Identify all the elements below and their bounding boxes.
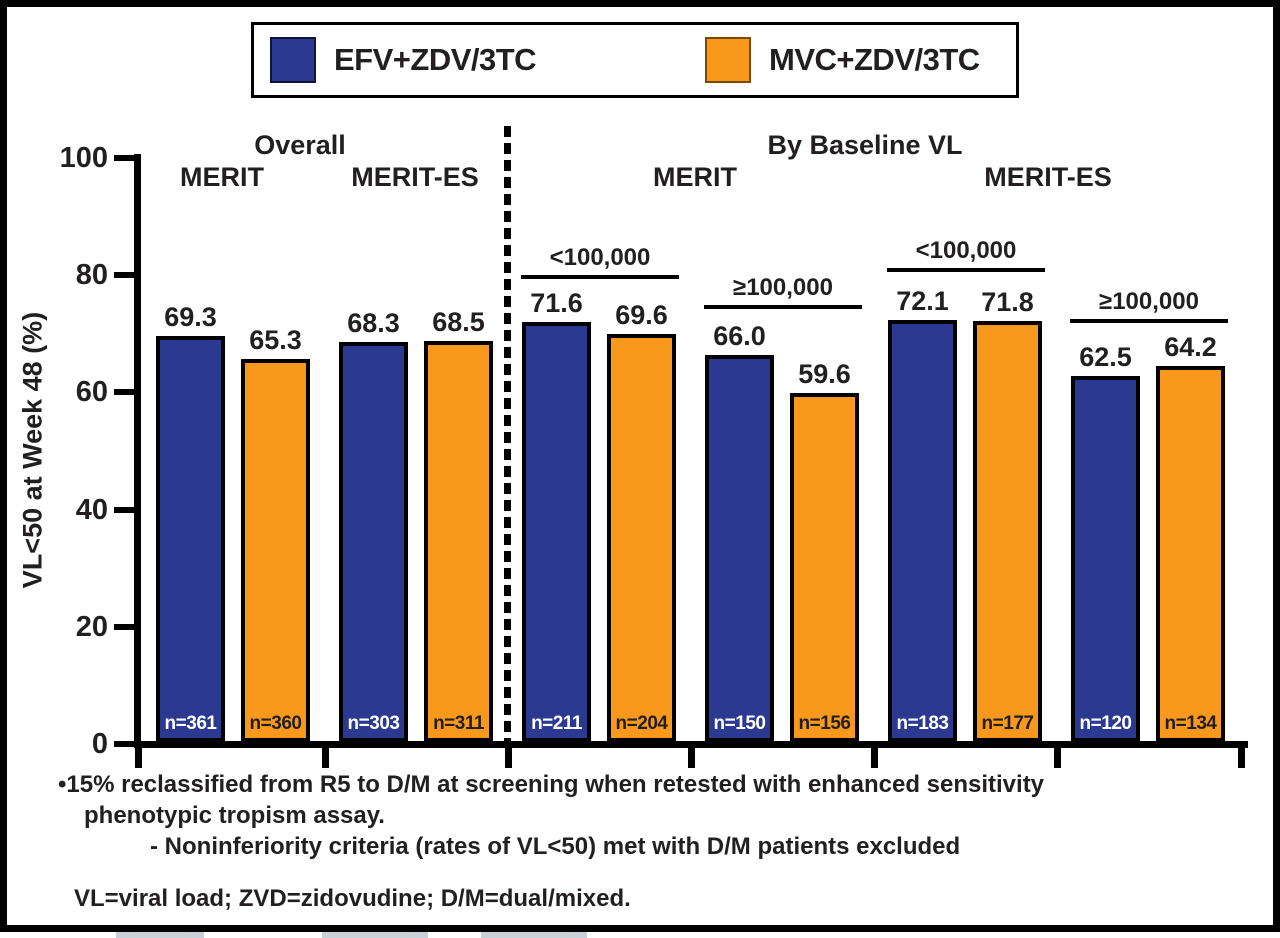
bar-group-overall-merit-es: 68.3 n=303 68.5 n=311 bbox=[325, 120, 509, 742]
legend-swatch-mvc bbox=[705, 37, 751, 83]
section-header-overall: Overall bbox=[254, 130, 346, 160]
bar-mvc: 64.2 n=134 bbox=[1156, 332, 1225, 742]
bar-n-label: n=311 bbox=[433, 713, 484, 734]
y-axis-tick bbox=[114, 741, 135, 747]
subgroup-label: <100,000 bbox=[887, 237, 1045, 272]
bar-value-label: 72.1 bbox=[896, 285, 949, 316]
bar-n-label: n=211 bbox=[531, 713, 582, 734]
scan-artifact bbox=[481, 932, 587, 938]
bar-value-label: 65.3 bbox=[249, 325, 302, 356]
x-axis-tick bbox=[871, 742, 878, 768]
y-axis-tick bbox=[114, 389, 135, 395]
bar-value-label: 66.0 bbox=[713, 321, 766, 352]
legend-label-efv: EFV+ZDV/3TC bbox=[334, 42, 537, 77]
bar-mvc: 65.3 n=360 bbox=[241, 325, 310, 742]
subgroup-label: ≥100,000 bbox=[1070, 288, 1228, 323]
bar-efv: 69.3 n=361 bbox=[156, 302, 225, 742]
x-axis-tick bbox=[1054, 742, 1061, 768]
scan-artifact bbox=[322, 932, 428, 938]
bar-value-label: 71.6 bbox=[530, 288, 583, 319]
bar-efv: 71.6 n=211 bbox=[522, 288, 591, 742]
x-axis-tick bbox=[135, 742, 142, 768]
bar-efv: 66.0 n=150 bbox=[705, 321, 774, 742]
bar-group-bvl-merit-es-ge100k: ≥100,000 62.5 n=120 64.2 n=134 bbox=[1057, 120, 1241, 742]
footnote-bullet-line1: •15% reclassified from R5 to D/M at scre… bbox=[58, 771, 1045, 798]
bar-mvc: 59.6 n=156 bbox=[790, 359, 859, 742]
x-axis-tick bbox=[1238, 742, 1245, 768]
x-axis-tick bbox=[505, 742, 512, 768]
bar-n-label: n=360 bbox=[249, 713, 302, 734]
bar-efv: 72.1 n=183 bbox=[888, 286, 957, 742]
y-axis-tick bbox=[114, 155, 135, 161]
y-tick-label: 0 bbox=[91, 728, 108, 760]
y-tick-label: 40 bbox=[75, 494, 108, 526]
bar-mvc: 71.8 n=177 bbox=[973, 287, 1042, 742]
study-header-overall-merit-es: MERIT-ES bbox=[351, 162, 479, 192]
section-header-by-baseline-vl: By Baseline VL bbox=[767, 130, 963, 160]
bar-value-label: 64.2 bbox=[1164, 331, 1217, 362]
bar-mvc: 69.6 n=204 bbox=[607, 300, 676, 742]
bar-mvc: 68.5 n=311 bbox=[424, 307, 493, 742]
bar-n-label: n=134 bbox=[1164, 713, 1217, 734]
bar-efv: 62.5 n=120 bbox=[1071, 342, 1140, 742]
bar-value-label: 68.3 bbox=[347, 307, 400, 338]
y-axis-tick bbox=[114, 507, 135, 513]
y-axis-title: VL<50 at Week 48 (%) bbox=[17, 311, 48, 589]
study-header-bvl-merit: MERIT bbox=[653, 162, 737, 192]
footnote-abbreviations: VL=viral load; ZVD=zidovudine; D/M=dual/… bbox=[74, 885, 631, 912]
bar-n-label: n=204 bbox=[615, 713, 668, 734]
bar-n-label: n=361 bbox=[164, 713, 217, 734]
bar-efv: 68.3 n=303 bbox=[339, 308, 408, 742]
study-header-overall-merit: MERIT bbox=[180, 162, 264, 192]
y-axis-tick bbox=[114, 624, 135, 630]
bar-value-label: 69.3 bbox=[164, 301, 217, 332]
legend-swatch-efv bbox=[270, 37, 316, 83]
bar-n-label: n=156 bbox=[798, 713, 851, 734]
y-axis-line bbox=[134, 154, 141, 743]
x-axis-tick bbox=[322, 742, 329, 768]
bar-value-label: 71.8 bbox=[981, 287, 1034, 318]
bar-value-label: 59.6 bbox=[798, 358, 851, 389]
subgroup-label: ≥100,000 bbox=[704, 274, 862, 309]
x-axis-tick bbox=[688, 742, 695, 768]
bar-group-bvl-merit-lt100k: <100,000 71.6 n=211 69.6 n=204 bbox=[508, 120, 692, 742]
footnote-noninferiority: - Noninferiority criteria (rates of VL<5… bbox=[150, 833, 961, 860]
bar-n-label: n=120 bbox=[1079, 713, 1132, 734]
bar-n-label: n=183 bbox=[896, 713, 949, 734]
study-header-bvl-merit-es: MERIT-ES bbox=[984, 162, 1112, 192]
bar-n-label: n=303 bbox=[347, 713, 400, 734]
bar-value-label: 69.6 bbox=[615, 300, 668, 331]
y-tick-label: 20 bbox=[75, 611, 108, 643]
y-tick-label: 60 bbox=[75, 376, 108, 408]
bar-n-label: n=177 bbox=[981, 713, 1034, 734]
bar-value-label: 62.5 bbox=[1079, 341, 1132, 372]
legend-label-mvc: MVC+ZDV/3TC bbox=[769, 42, 980, 77]
subgroup-label: <100,000 bbox=[521, 244, 679, 279]
bar-group-bvl-merit-ge100k: ≥100,000 66.0 n=150 59.6 n=156 bbox=[691, 120, 875, 742]
footnote-bullet-line2: phenotypic tropism assay. bbox=[84, 802, 385, 829]
y-axis-tick bbox=[114, 272, 135, 278]
bar-group-overall-merit: 69.3 n=361 65.3 n=360 bbox=[142, 120, 326, 742]
y-tick-label: 80 bbox=[75, 259, 108, 291]
bar-n-label: n=150 bbox=[713, 713, 766, 734]
bar-value-label: 68.5 bbox=[432, 306, 485, 337]
section-divider-dashed-line bbox=[504, 126, 511, 742]
bar-group-bvl-merit-es-lt100k: <100,000 72.1 n=183 71.8 n=177 bbox=[874, 120, 1058, 742]
scan-artifact bbox=[116, 932, 204, 938]
y-tick-label: 100 bbox=[59, 142, 108, 174]
legend: EFV+ZDV/3TC MVC+ZDV/3TC bbox=[251, 22, 1019, 98]
